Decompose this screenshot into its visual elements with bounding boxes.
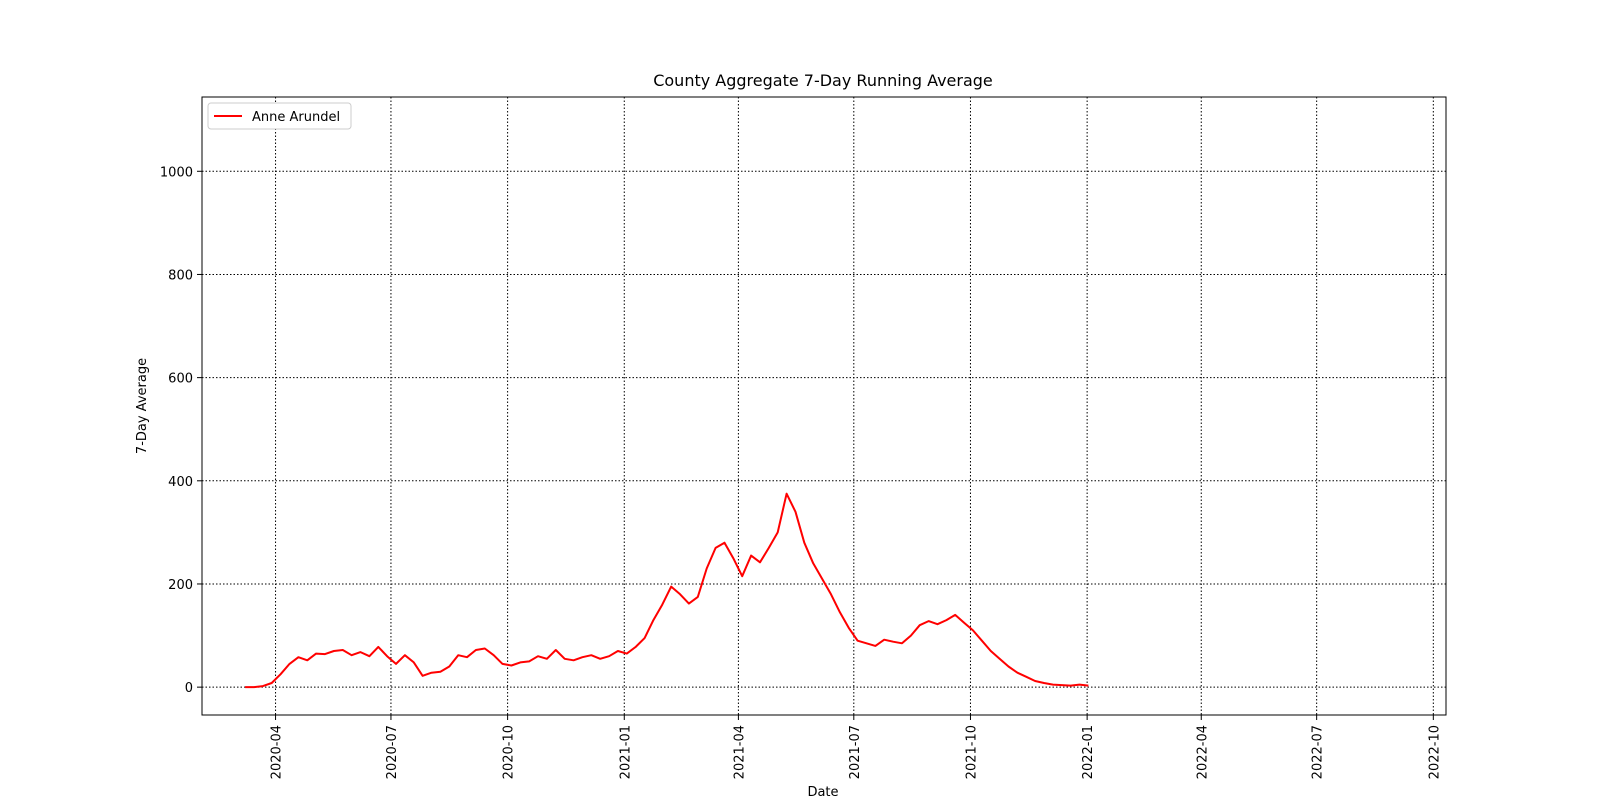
x-tick-label: 2022-07 (1311, 725, 1326, 779)
x-tick-label: 2020-04 (270, 725, 285, 779)
series-layer (245, 492, 1089, 689)
y-tick-label: 400 (168, 475, 193, 490)
y-tick-label: 1000 (160, 165, 193, 180)
legend: Anne Arundel (207, 102, 352, 130)
series-line-anne-arundel (245, 492, 1089, 689)
x-tick-label: 2022-04 (1195, 725, 1210, 779)
plot-area-frame (201, 96, 1447, 716)
chart-title: County Aggregate 7-Day Running Average (653, 71, 993, 90)
x-axis: 2020-04 2020-07 2020-10 2021-01 2021-04 2021-… (270, 715, 1442, 779)
y-tick-label: 200 (168, 578, 193, 593)
x-axis-label: Date (807, 785, 838, 800)
x-tick-label: 2022-01 (1081, 725, 1096, 779)
y-tick-label: 600 (168, 372, 193, 387)
legend-box (207, 102, 352, 130)
x-tick-label: 2022-10 (1427, 725, 1442, 779)
grid (202, 97, 1446, 715)
x-tick-label: 2021-01 (618, 725, 633, 779)
y-tick-label: 0 (185, 681, 193, 696)
y-axis-label: 7-Day Average (135, 358, 150, 454)
x-tick-label: 2021-04 (732, 725, 747, 779)
x-tick-label: 2021-07 (848, 725, 863, 779)
legend-label-anne-arundel: Anne Arundel (252, 110, 340, 125)
y-tick-label: 800 (168, 268, 193, 283)
x-tick-label: 2020-07 (385, 725, 400, 779)
x-tick-label: 2021-10 (964, 725, 979, 779)
x-tick-label: 2020-10 (502, 725, 517, 779)
y-axis: 0 200 400 600 800 1000 (160, 165, 202, 696)
